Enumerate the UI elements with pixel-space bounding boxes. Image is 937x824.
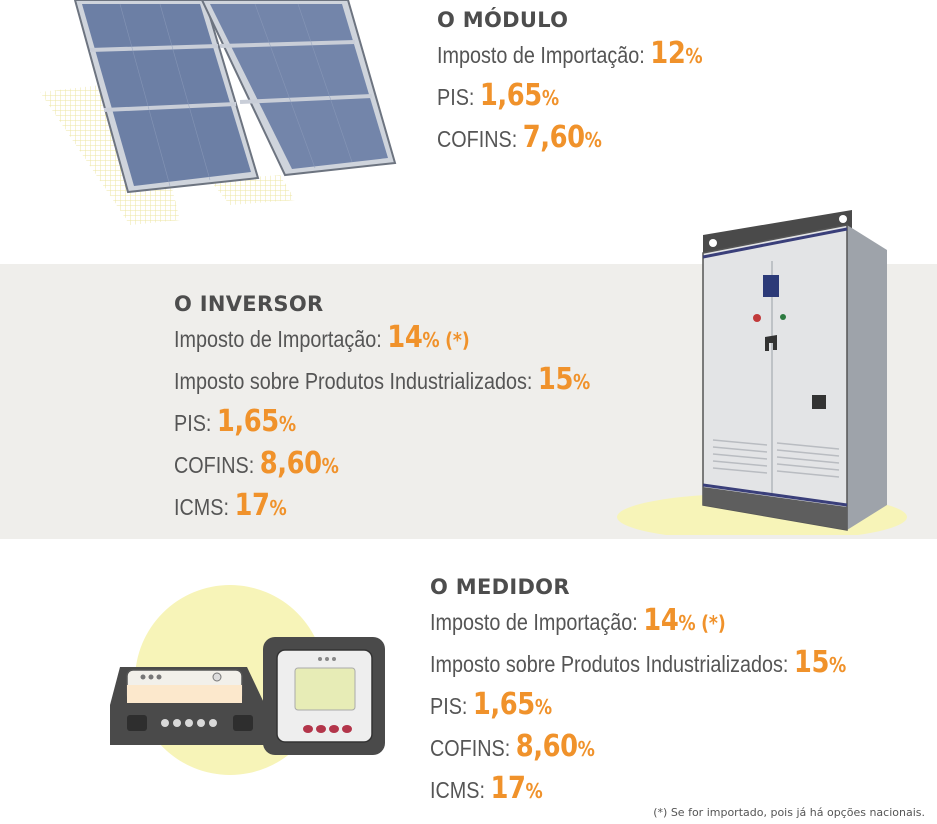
solar-panel-icon bbox=[40, 0, 397, 225]
tax-label: Imposto sobre Produtos Industrializados: bbox=[430, 651, 789, 677]
tax-value: 14 bbox=[643, 603, 679, 638]
tax-percent: % bbox=[534, 695, 553, 719]
tax-value: 17 bbox=[490, 771, 526, 806]
tax-percent: % bbox=[525, 779, 543, 803]
modulo-section: O MÓDULO Imposto de Importação: 12% PIS:… bbox=[437, 6, 746, 160]
tax-percent: % bbox=[828, 653, 847, 677]
tax-percent: % bbox=[572, 370, 591, 394]
tax-row: Imposto sobre Produtos Industrializados:… bbox=[430, 643, 846, 685]
footnote: (*) Se for importado, pois já há opções … bbox=[653, 806, 925, 819]
tax-label: Imposto de Importação: bbox=[430, 609, 638, 635]
medidor-section: O MEDIDOR Imposto de Importação: 14% (*)… bbox=[430, 573, 914, 811]
tax-row: PIS: 1,65% bbox=[430, 685, 846, 727]
tax-value: 14 bbox=[387, 320, 423, 355]
meter-devices-icon bbox=[110, 585, 385, 775]
tax-row: COFINS: 8,60% bbox=[430, 727, 846, 769]
tax-label: COFINS: bbox=[430, 735, 511, 761]
tax-row: ICMS: 17% bbox=[430, 769, 846, 811]
tax-value: 17 bbox=[234, 488, 270, 523]
tax-label: PIS: bbox=[174, 410, 212, 436]
tax-row: Imposto de Importação: 14% (*) bbox=[174, 318, 590, 360]
tax-label: COFINS: bbox=[174, 452, 255, 478]
tax-row: PIS: 1,65% bbox=[174, 402, 590, 444]
tax-percent: % bbox=[577, 737, 595, 761]
tax-percent: % bbox=[584, 128, 602, 152]
tax-label: ICMS: bbox=[174, 494, 229, 520]
tax-row: PIS: 1,65% bbox=[437, 76, 703, 118]
tax-label: PIS: bbox=[437, 84, 475, 110]
tax-percent: % bbox=[685, 44, 703, 68]
tax-percent: % bbox=[422, 328, 440, 352]
tax-row: Imposto de Importação: 12% bbox=[437, 34, 703, 76]
tax-value: 1,65 bbox=[479, 78, 542, 113]
tax-percent: % bbox=[269, 496, 287, 520]
tax-label: COFINS: bbox=[437, 126, 518, 152]
tax-label: ICMS: bbox=[430, 777, 485, 803]
tax-value: 1,65 bbox=[472, 687, 535, 722]
medidor-title: O MEDIDOR bbox=[430, 575, 570, 599]
tax-label: Imposto de Importação: bbox=[174, 326, 382, 352]
inversor-title: O INVERSOR bbox=[174, 292, 324, 316]
tax-value: 8,60 bbox=[515, 729, 578, 764]
tax-row: COFINS: 7,60% bbox=[437, 118, 703, 160]
modulo-title: O MÓDULO bbox=[437, 8, 569, 32]
tax-row: Imposto sobre Produtos Industrializados:… bbox=[174, 360, 590, 402]
tax-percent: % bbox=[278, 412, 297, 436]
tax-label: Imposto sobre Produtos Industrializados: bbox=[174, 368, 533, 394]
tax-value: 12 bbox=[650, 36, 686, 71]
tax-percent: % bbox=[321, 454, 339, 478]
inverter-cabinet-icon bbox=[617, 210, 907, 535]
tax-value: 1,65 bbox=[216, 404, 279, 439]
tax-row: ICMS: 17% bbox=[174, 486, 590, 528]
tax-row: COFINS: 8,60% bbox=[174, 444, 590, 486]
tax-percent: % bbox=[541, 86, 560, 110]
tax-value: 15 bbox=[793, 645, 829, 680]
tax-value: 7,60 bbox=[522, 120, 585, 155]
tax-note: (*) bbox=[701, 611, 726, 635]
inversor-section: O INVERSOR Imposto de Importação: 14% (*… bbox=[174, 290, 658, 528]
tax-value: 8,60 bbox=[259, 446, 322, 481]
tax-value: 15 bbox=[537, 362, 573, 397]
tax-label: PIS: bbox=[430, 693, 468, 719]
tax-label: Imposto de Importação: bbox=[437, 42, 645, 68]
tax-row: Imposto de Importação: 14% (*) bbox=[430, 601, 846, 643]
tax-note: (*) bbox=[445, 328, 470, 352]
tax-percent: % bbox=[678, 611, 696, 635]
